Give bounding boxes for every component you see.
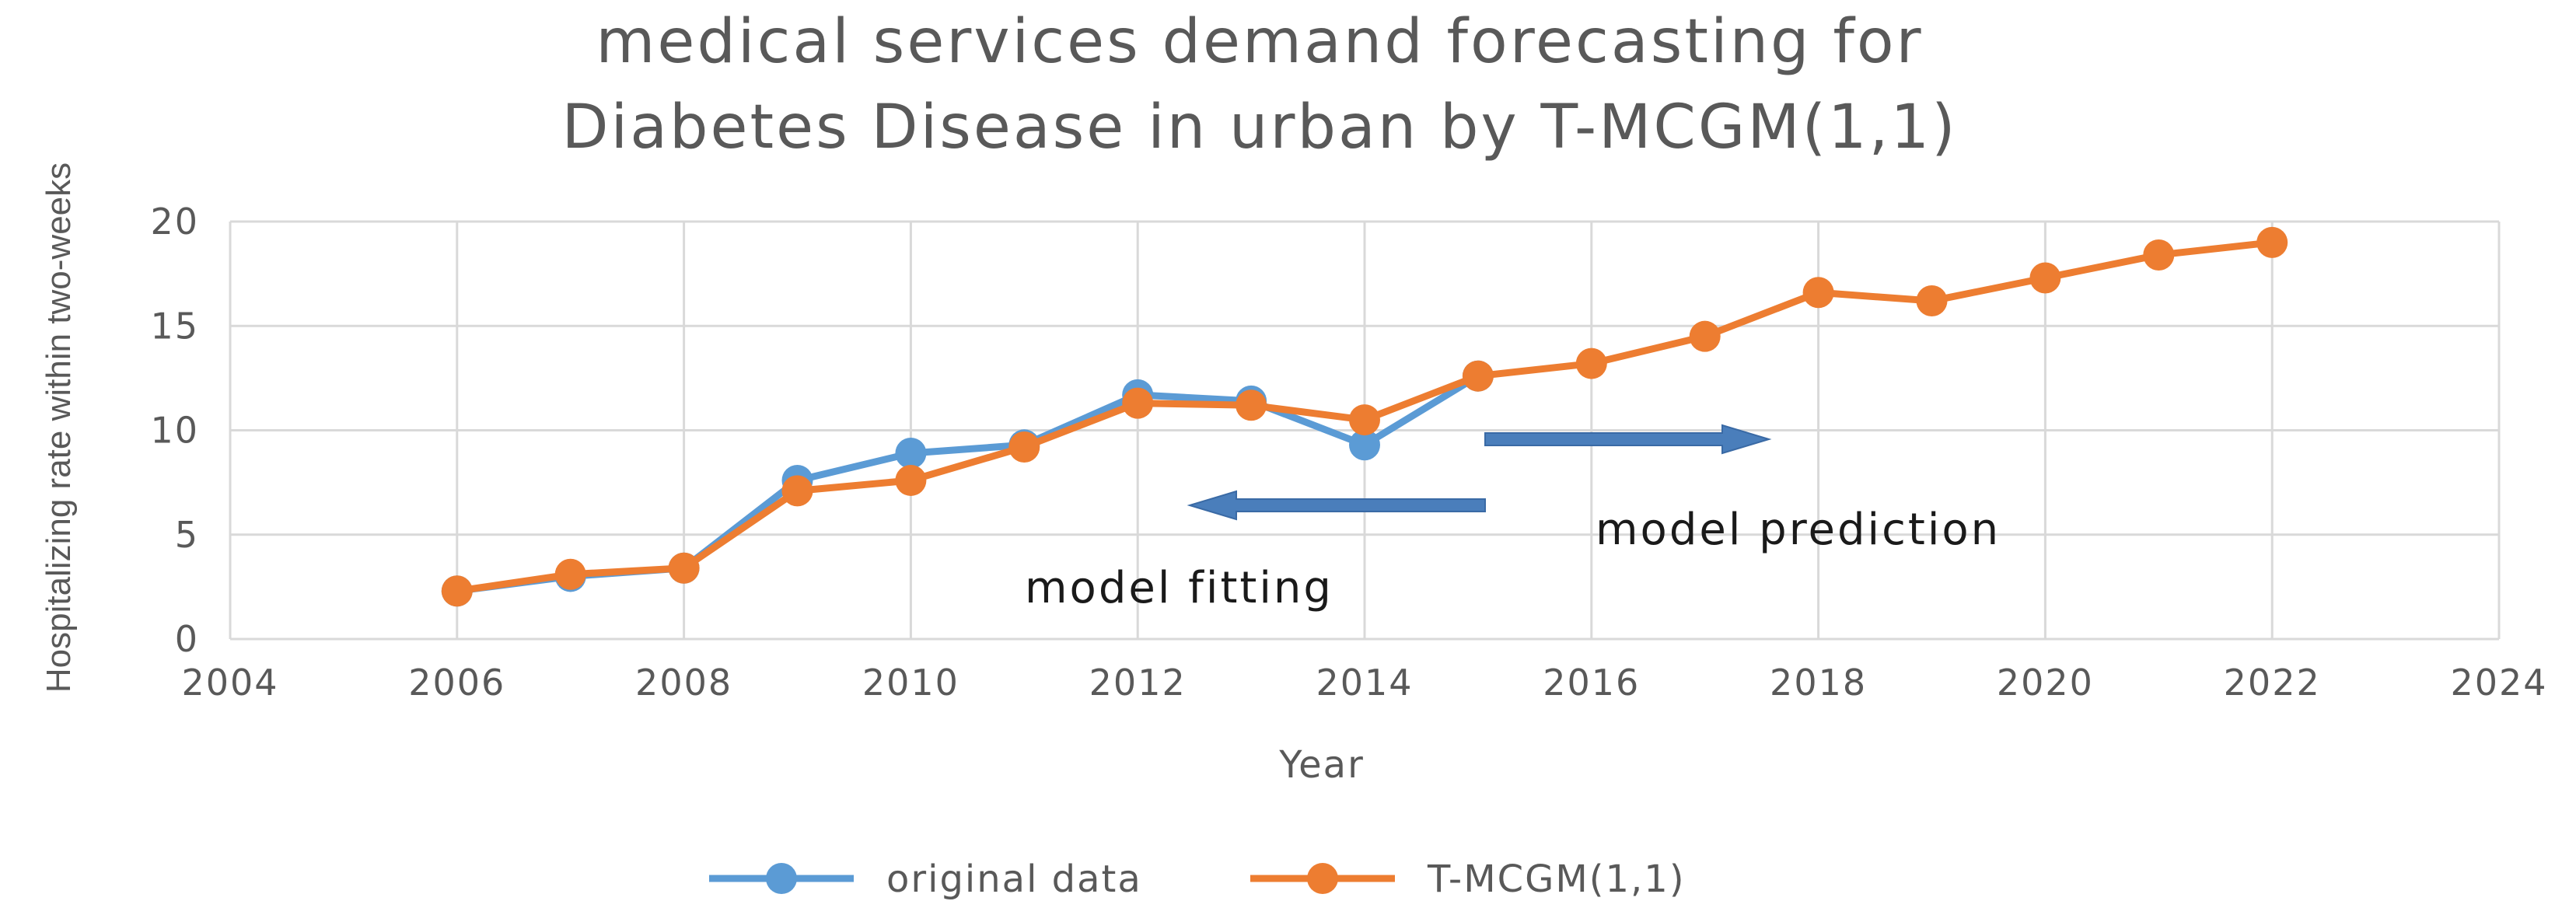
series-2-point — [1236, 389, 1267, 421]
legend-marker-2 — [1307, 863, 1338, 894]
x-tick-label: 2008 — [635, 662, 732, 704]
series-2-point — [1575, 347, 1607, 379]
legend-marker-1 — [766, 863, 797, 894]
series-2-point — [1916, 285, 1948, 317]
legend-label-2: T-MCGM(1,1) — [1427, 857, 1686, 901]
x-tick-label: 2022 — [2224, 662, 2321, 704]
y-tick-label: 15 — [150, 305, 199, 347]
gridlines — [229, 220, 2501, 641]
series-layer — [441, 226, 2288, 607]
series-2-point — [1802, 277, 1834, 309]
series-line-1 — [453, 372, 1482, 595]
series-2-point — [668, 552, 700, 584]
x-tick-label: 2006 — [408, 662, 505, 704]
series-2-point — [1122, 387, 1154, 419]
x-axis-title: Year — [1278, 743, 1365, 787]
legend-label-1: original data — [886, 857, 1142, 901]
chart-title-line-2: Diabetes Disease in urban by T-MCGM(1,1) — [561, 93, 1957, 162]
series-2-point — [781, 475, 813, 507]
x-tick-label: 2024 — [2450, 662, 2547, 704]
y-tick-label: 0 — [175, 618, 199, 660]
series-1-point — [1349, 429, 1380, 461]
series-2-point — [2143, 239, 2175, 271]
x-tick-label: 2016 — [1543, 662, 1640, 704]
y-tick-label: 5 — [175, 514, 199, 556]
series-2-point — [895, 464, 927, 496]
y-axis-title: Hospitalizing rate within two-weeks — [40, 162, 78, 693]
model-fitting-arrow — [1187, 490, 1486, 521]
x-tick-label: 2020 — [1997, 662, 2094, 704]
annotations: model fitting model prediction — [1025, 424, 2001, 613]
x-tick-label: 2014 — [1316, 662, 1413, 704]
chart-title-line-1: medical services demand forecasting for — [596, 7, 1923, 77]
axes: 0 5 10 15 20 2004 2006 2008 2010 2012 2014 2016 2018… — [150, 201, 2547, 704]
model-prediction-arrow — [1484, 424, 1772, 455]
y-tick-label: 20 — [150, 201, 199, 243]
x-tick-label: 2012 — [1089, 662, 1187, 704]
x-tick-label: 2018 — [1770, 662, 1867, 704]
series-1-point — [895, 438, 927, 470]
legend: original data T-MCGM(1,1) — [709, 857, 1686, 901]
model-prediction-label: model prediction — [1596, 505, 2001, 555]
series-2-point — [441, 575, 473, 607]
series-2-point — [2256, 226, 2288, 258]
series-2-point — [1008, 431, 1040, 463]
x-tick-label: 2004 — [181, 662, 278, 704]
y-tick-label: 10 — [150, 410, 199, 452]
series-2-point — [2029, 262, 2061, 294]
series-2-point — [1462, 360, 1494, 392]
series-2-point — [1689, 320, 1721, 352]
series-2-point — [554, 558, 586, 590]
model-fitting-label: model fitting — [1025, 563, 1333, 613]
series-2-point — [1349, 404, 1380, 436]
x-tick-label: 2010 — [862, 662, 959, 704]
